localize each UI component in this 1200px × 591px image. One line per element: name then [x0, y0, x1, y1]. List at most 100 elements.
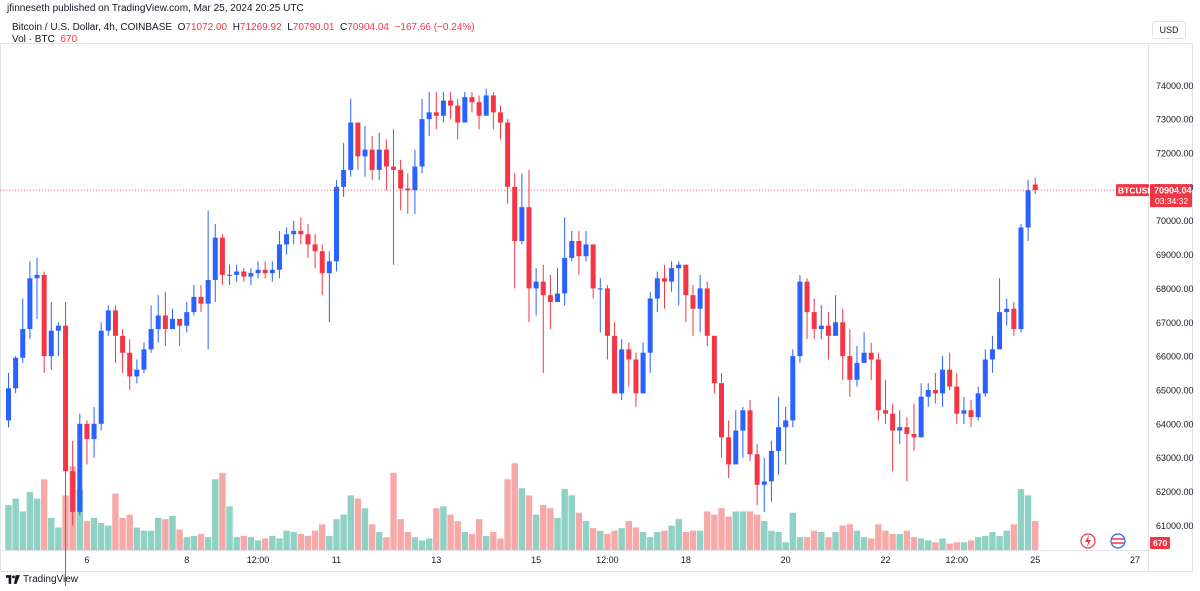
candle-body[interactable] — [269, 269, 275, 274]
candle-body[interactable] — [654, 278, 660, 299]
candle-body[interactable] — [497, 112, 503, 123]
candle-body[interactable] — [833, 322, 839, 336]
candle-body[interactable] — [818, 325, 824, 330]
candle-body[interactable] — [861, 352, 867, 363]
volume-label[interactable]: Vol · BTC — [12, 34, 55, 45]
candle-body[interactable] — [120, 335, 126, 353]
candle-body[interactable] — [1004, 308, 1010, 313]
candle-body[interactable] — [490, 95, 496, 113]
candle-body[interactable] — [41, 274, 47, 357]
candle-body[interactable] — [376, 149, 382, 170]
candle-body[interactable] — [783, 420, 789, 428]
candle-body[interactable] — [982, 359, 988, 394]
candle-body[interactable] — [298, 230, 304, 235]
candle-body[interactable] — [947, 369, 953, 387]
candle-body[interactable] — [711, 335, 717, 384]
candle-body[interactable] — [383, 149, 389, 167]
candle-body[interactable] — [134, 369, 140, 377]
candle-body[interactable] — [676, 264, 682, 269]
candle-body[interactable] — [640, 352, 646, 394]
candle-body[interactable] — [112, 310, 118, 336]
candle-body[interactable] — [227, 274, 233, 276]
candle-body[interactable] — [526, 207, 532, 289]
candle-body[interactable] — [27, 278, 33, 330]
candle-body[interactable] — [940, 369, 946, 394]
candle-body[interactable] — [319, 251, 325, 274]
candle-body[interactable] — [505, 122, 511, 187]
candle-body[interactable] — [669, 268, 675, 282]
candle-body[interactable] — [105, 310, 111, 331]
candle-body[interactable] — [633, 359, 639, 394]
candle-body[interactable] — [177, 318, 183, 326]
candle-body[interactable] — [961, 410, 967, 414]
candle-body[interactable] — [162, 315, 168, 330]
candle-body[interactable] — [205, 279, 211, 304]
candle-body[interactable] — [647, 298, 653, 353]
candle-body[interactable] — [476, 102, 482, 116]
candle-body[interactable] — [241, 271, 247, 277]
candle-body[interactable] — [954, 386, 960, 414]
candle-body[interactable] — [847, 356, 853, 380]
candle-body[interactable] — [191, 296, 197, 313]
candle-body[interactable] — [932, 389, 938, 394]
candle-body[interactable] — [569, 241, 575, 258]
candle-body[interactable] — [212, 237, 218, 280]
candle-body[interactable] — [804, 281, 810, 313]
candle-body[interactable] — [875, 359, 881, 411]
candle-body[interactable] — [312, 244, 318, 252]
candle-body[interactable] — [968, 410, 974, 418]
candle-body[interactable] — [262, 269, 268, 274]
candle-body[interactable] — [6, 388, 11, 421]
candle-body[interactable] — [305, 234, 311, 245]
candle-body[interactable] — [619, 349, 625, 394]
candle-body[interactable] — [13, 357, 19, 389]
candle-body[interactable] — [811, 312, 817, 330]
candle-body[interactable] — [997, 312, 1003, 350]
candle-body[interactable] — [426, 112, 432, 120]
candle-body[interactable] — [562, 257, 568, 294]
candle-body[interactable] — [583, 244, 589, 257]
candle-body[interactable] — [576, 241, 582, 257]
candle-body[interactable] — [754, 454, 760, 485]
candle-body[interactable] — [890, 413, 896, 431]
candle-body[interactable] — [391, 166, 397, 170]
candle-body[interactable] — [790, 356, 796, 421]
candle-body[interactable] — [84, 423, 90, 440]
candle-body[interactable] — [284, 234, 290, 245]
candle-body[interactable] — [412, 166, 418, 191]
candle-body[interactable] — [91, 423, 97, 440]
symbol-title[interactable]: Bitcoin / U.S. Dollar, 4h, COINBASE — [12, 22, 173, 33]
candle-body[interactable] — [555, 293, 561, 302]
earnings-event-icon[interactable] — [1110, 533, 1126, 549]
candle-body[interactable] — [55, 325, 61, 331]
candle-body[interactable] — [840, 322, 846, 357]
candle-body[interactable] — [234, 271, 240, 275]
candle-body[interactable] — [761, 481, 767, 485]
candle-body[interactable] — [483, 95, 489, 116]
candle-body[interactable] — [604, 288, 610, 336]
candle-body[interactable] — [747, 410, 753, 455]
candle-body[interactable] — [540, 281, 546, 296]
candle-body[interactable] — [341, 169, 347, 187]
candle-body[interactable] — [626, 349, 632, 360]
candle-body[interactable] — [398, 169, 404, 189]
candle-body[interactable] — [989, 349, 995, 360]
candle-body[interactable] — [77, 423, 83, 512]
candle-body[interactable] — [733, 430, 739, 465]
candle-body[interactable] — [219, 237, 225, 275]
candle-body[interactable] — [20, 329, 26, 358]
candle-body[interactable] — [911, 433, 917, 438]
candle-body[interactable] — [868, 352, 874, 360]
candle-body[interactable] — [697, 288, 703, 309]
candle-body[interactable] — [440, 100, 446, 116]
candle-body[interactable] — [1025, 190, 1031, 228]
candle-body[interactable] — [825, 325, 831, 336]
candle-body[interactable] — [34, 274, 40, 279]
candle-body[interactable] — [704, 288, 710, 336]
candle-body[interactable] — [362, 149, 368, 157]
currency-button[interactable]: USD — [1152, 21, 1186, 39]
candle-body[interactable] — [405, 188, 411, 191]
candle-body[interactable] — [462, 97, 468, 123]
candle-body[interactable] — [276, 244, 282, 270]
